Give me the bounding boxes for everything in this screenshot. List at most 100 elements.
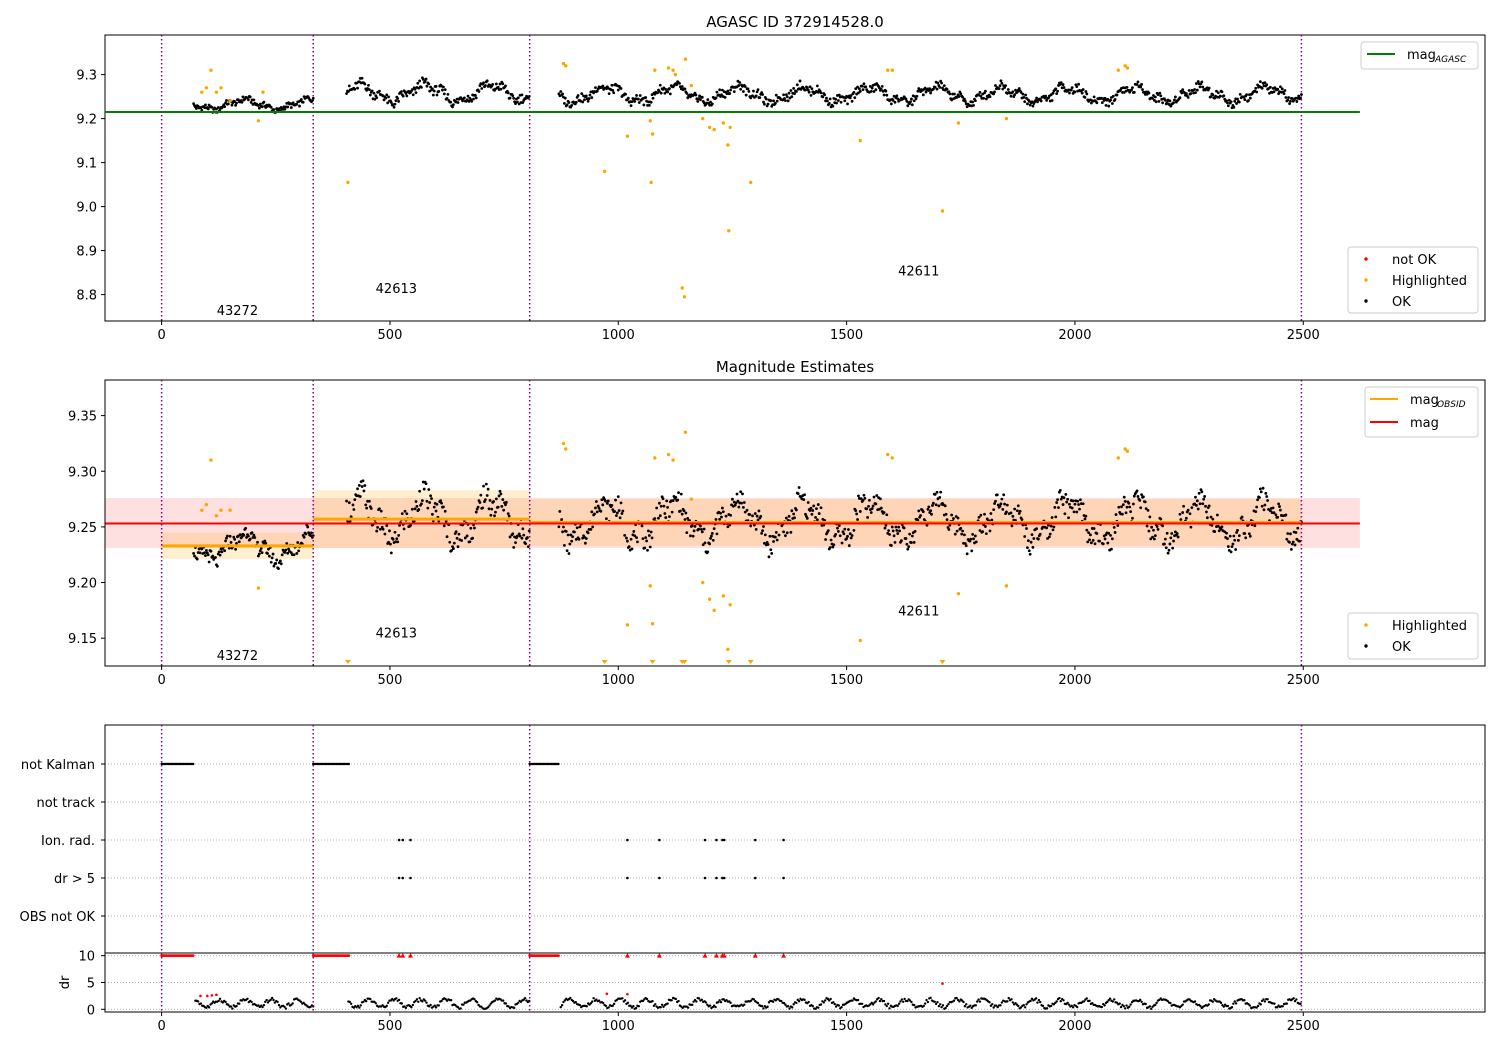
ok-point [1038, 532, 1042, 536]
ok-point [244, 526, 248, 530]
ok-point [1083, 517, 1087, 521]
ok-point [302, 535, 306, 539]
ok-point [501, 82, 505, 86]
ok-point [410, 88, 414, 91]
ok-point [378, 527, 382, 531]
ok-point [467, 99, 471, 103]
ok-point [646, 548, 649, 552]
dr-point [686, 1006, 690, 1009]
ok-point [429, 494, 432, 498]
ok-point [798, 79, 802, 83]
x-tick-label: 1000 [602, 1019, 635, 1034]
ok-point [559, 90, 563, 93]
ok-point [964, 544, 968, 548]
dr-point [348, 1000, 351, 1004]
ok-point [410, 507, 414, 511]
ok-point [984, 532, 988, 536]
highlighted-point [204, 86, 209, 90]
dr-point [885, 1004, 888, 1008]
ok-point [1256, 83, 1259, 87]
ok-point [1030, 533, 1034, 537]
ok-point [397, 100, 401, 103]
flag-row-label: OBS not OK [20, 910, 96, 925]
ok-point [712, 527, 716, 531]
dr-point [782, 1001, 786, 1005]
ok-point [1142, 495, 1145, 499]
dr-point [934, 1002, 938, 1006]
ok-point [218, 553, 222, 557]
ok-point [277, 567, 280, 571]
dr-point [246, 997, 249, 1001]
ok-point [1010, 524, 1014, 528]
ok-point [1175, 532, 1179, 535]
ok-point [1268, 509, 1272, 513]
ok-point [1104, 103, 1108, 107]
ok-point [963, 99, 967, 103]
ok-point [1280, 87, 1284, 91]
ok-point [834, 97, 838, 101]
ok-point [204, 548, 208, 552]
ok-point [434, 84, 438, 88]
ok-point [1136, 495, 1140, 498]
ok-point [929, 91, 933, 95]
dr-point [945, 1004, 949, 1008]
ok-point [515, 534, 519, 538]
dr-tick-label: 5 [87, 977, 95, 992]
ok-point [1146, 508, 1150, 512]
ok-point [1078, 507, 1081, 511]
ok-point [607, 92, 611, 96]
ok-point [431, 93, 435, 97]
dr-point [1128, 1005, 1131, 1008]
dr-point [283, 1005, 286, 1008]
ok-point [512, 545, 516, 549]
ok-point [1081, 502, 1085, 506]
ok-point [1050, 516, 1054, 519]
dr-point [1129, 1003, 1132, 1006]
ok-point [746, 87, 750, 91]
ok-point [389, 542, 392, 546]
ok-point [1228, 534, 1232, 538]
ok-point [409, 524, 412, 527]
highlighted-point [256, 586, 261, 590]
highlighted-point [673, 72, 678, 77]
ok-point [517, 532, 521, 536]
dr-point [837, 1004, 841, 1007]
ok-point [835, 101, 838, 105]
ok-point [898, 529, 901, 533]
ok-point [484, 482, 488, 486]
ok-point [1194, 82, 1198, 85]
ok-point [1168, 99, 1172, 103]
ok-point [614, 498, 617, 502]
ok-point [1293, 543, 1297, 547]
ok-point [754, 94, 758, 98]
ok-point [784, 516, 788, 520]
ok-point [741, 506, 745, 509]
dr-red-marker [396, 953, 402, 958]
ok-point [375, 96, 379, 99]
ok-point [1193, 88, 1196, 91]
dr-point [1108, 997, 1112, 1000]
ok-point [1132, 494, 1136, 498]
ok-point [772, 540, 775, 543]
ok-point [870, 507, 874, 511]
ok-point [677, 491, 680, 495]
ok-point [227, 546, 231, 550]
ion-rad-point [658, 838, 661, 842]
ok-point [775, 99, 779, 103]
ok-point [1130, 88, 1133, 92]
dr-point [1037, 998, 1041, 1002]
ok-point [404, 92, 408, 95]
ok-point [1000, 81, 1004, 85]
ok-point [832, 543, 836, 547]
ok-point [679, 492, 683, 496]
ok-point [295, 552, 299, 555]
dr-point [882, 999, 886, 1003]
ok-point [488, 498, 492, 502]
ok-point [663, 512, 667, 515]
dr-point [860, 1002, 864, 1005]
ok-point [718, 517, 722, 521]
ok-point [1278, 505, 1281, 508]
ok-point [668, 92, 672, 96]
ion-rad-point [722, 838, 726, 842]
dr-point [612, 1002, 616, 1006]
